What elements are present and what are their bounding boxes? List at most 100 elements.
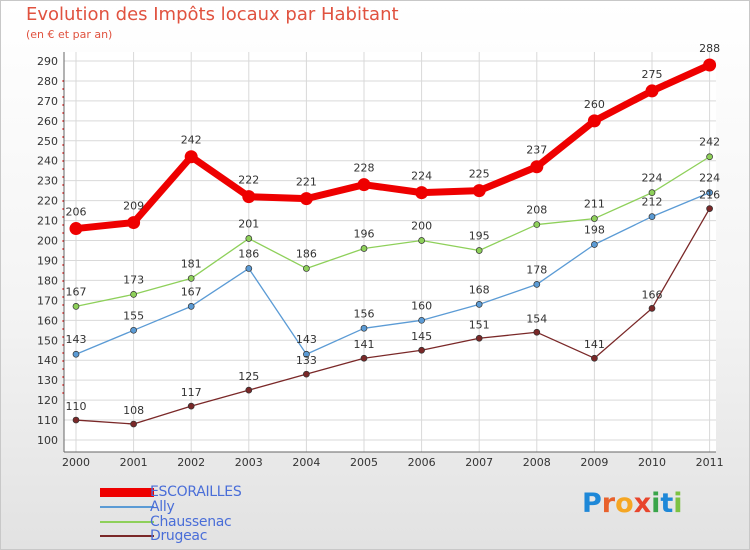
x-tick-label: 2002: [177, 456, 205, 469]
data-label: 209: [123, 200, 144, 213]
proxiti-logo: Proxiti: [582, 488, 683, 519]
legend-label: Ally: [150, 499, 175, 515]
y-tick-label: 170: [37, 294, 58, 307]
data-label: 228: [354, 162, 375, 175]
x-tick-label: 2006: [408, 456, 436, 469]
data-label: 186: [238, 247, 259, 260]
data-point: [69, 222, 83, 236]
data-label: 173: [123, 273, 144, 286]
data-point: [703, 58, 717, 72]
x-tick-label: 2005: [350, 456, 378, 469]
data-point: [591, 354, 598, 362]
data-point: [184, 150, 198, 164]
data-label: 237: [526, 144, 547, 157]
data-label: 141: [354, 338, 375, 351]
data-point: [303, 350, 310, 358]
data-label: 160: [411, 299, 432, 312]
legend-swatch: [100, 487, 154, 497]
data-label: 198: [584, 224, 605, 237]
legend-swatch: [100, 535, 154, 537]
data-point: [357, 178, 371, 192]
data-label: 143: [66, 333, 87, 346]
data-label: 181: [181, 257, 202, 270]
data-label: 288: [699, 42, 720, 55]
x-tick-label: 2001: [120, 456, 148, 469]
data-label: 208: [526, 204, 547, 217]
data-point: [648, 304, 656, 312]
x-tick-label: 2010: [638, 456, 666, 469]
data-point: [415, 186, 429, 200]
data-point: [187, 402, 195, 410]
logo-letter: x: [633, 488, 652, 519]
data-label: 167: [181, 285, 202, 298]
x-tick-label: 2000: [62, 456, 90, 469]
data-label: 260: [584, 98, 605, 111]
data-point: [72, 303, 80, 310]
data-point: [475, 334, 483, 342]
data-label: 224: [699, 172, 720, 185]
data-label: 186: [296, 247, 317, 260]
data-label: 178: [526, 263, 547, 276]
y-tick-label: 110: [37, 414, 58, 427]
data-label: 211: [584, 198, 605, 211]
y-tick-label: 210: [37, 215, 58, 228]
data-point: [72, 350, 80, 358]
y-tick-label: 270: [37, 95, 58, 108]
data-label: 242: [181, 134, 202, 147]
data-label: 167: [66, 285, 87, 298]
x-tick-label: 2008: [523, 456, 551, 469]
y-tick-label: 130: [37, 374, 58, 387]
data-label: 224: [642, 172, 663, 185]
plot-area: [64, 52, 716, 452]
data-label: 206: [66, 206, 87, 219]
legend-swatch: [100, 506, 154, 508]
data-point: [303, 370, 310, 378]
data-point: [591, 215, 598, 222]
data-point: [475, 247, 483, 254]
data-label: 242: [699, 136, 720, 149]
legend-item-drugeac: Drugeac: [100, 528, 207, 544]
data-point: [360, 245, 368, 252]
x-tick-label: 2007: [465, 456, 493, 469]
data-point: [587, 114, 601, 128]
y-tick-label: 260: [37, 115, 58, 128]
data-point: [648, 189, 656, 197]
chart-title: Evolution des Impôts locaux par Habitant: [26, 4, 399, 25]
data-label: 166: [642, 288, 663, 301]
data-label: 225: [469, 168, 490, 181]
data-point: [530, 160, 544, 174]
data-point: [645, 84, 659, 98]
data-point: [72, 416, 80, 424]
y-tick-label: 190: [37, 254, 58, 267]
data-label: 200: [411, 220, 432, 233]
data-point: [533, 328, 541, 336]
x-tick-label: 2003: [235, 456, 263, 469]
x-tick-label: 2004: [292, 456, 320, 469]
y-tick-label: 290: [37, 55, 58, 68]
data-point: [706, 189, 713, 197]
data-point: [706, 153, 713, 161]
data-label: 108: [123, 404, 144, 417]
data-label: 196: [354, 228, 375, 241]
y-tick-label: 180: [37, 274, 58, 287]
data-point: [130, 291, 137, 298]
legend-item-escorailles: ESCORAILLES: [100, 484, 242, 500]
data-label: 110: [66, 400, 87, 413]
data-label: 154: [526, 312, 547, 325]
data-point: [418, 316, 425, 324]
data-label: 117: [181, 386, 202, 399]
data-point: [245, 386, 253, 394]
x-tick-label: 2011: [696, 456, 724, 469]
legend-item-chaussenac: Chaussenac: [100, 514, 232, 530]
data-label: 151: [469, 318, 490, 331]
y-tick-label: 100: [37, 434, 58, 447]
data-label: 221: [296, 176, 317, 189]
data-label: 125: [238, 370, 259, 383]
series-line-ally: [75, 192, 711, 355]
data-point: [187, 303, 195, 310]
data-label: 145: [411, 330, 432, 343]
series-line-chaussenac: [75, 156, 711, 308]
series-line-drugeac: [75, 207, 711, 425]
y-tick-label: 160: [37, 314, 58, 327]
